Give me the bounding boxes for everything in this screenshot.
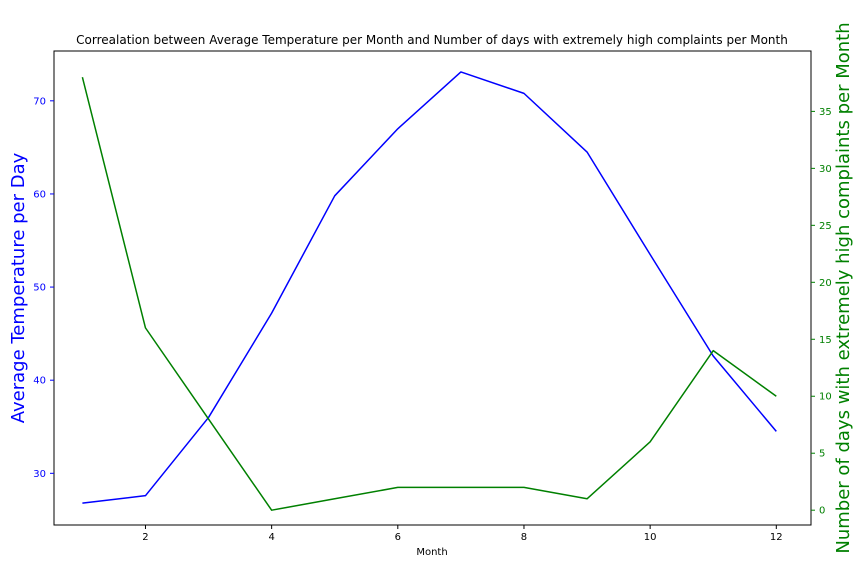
chart-title: Correalation between Average Temperature… bbox=[76, 33, 788, 47]
temperature-series-line bbox=[82, 71, 777, 504]
y-left-axis-label: Average Temperature per Day bbox=[8, 152, 29, 423]
y-right-axis-ticks: 0 5 10 15 20 25 30 35 bbox=[811, 107, 832, 517]
complaints-series-line bbox=[81, 77, 777, 511]
x-tick-label: 6 bbox=[395, 532, 401, 543]
y-left-tick-label: 40 bbox=[33, 376, 46, 387]
y-right-tick-label: 0 bbox=[819, 506, 825, 517]
y-right-tick-label: 15 bbox=[819, 335, 832, 346]
series-lines bbox=[81, 71, 777, 511]
y-left-tick-label: 70 bbox=[33, 96, 46, 107]
plot-frame bbox=[53, 50, 812, 526]
y-right-tick-label: 35 bbox=[819, 107, 832, 118]
y-left-tick-label: 50 bbox=[33, 283, 46, 294]
x-tick-label: 12 bbox=[770, 532, 783, 543]
y-left-tick-label: 60 bbox=[33, 189, 46, 200]
x-tick-label: 8 bbox=[521, 532, 527, 543]
x-axis-label: Month bbox=[416, 547, 447, 558]
x-tick-label: 2 bbox=[142, 532, 148, 543]
y-right-tick-label: 20 bbox=[819, 278, 832, 289]
y-right-tick-label: 30 bbox=[819, 164, 832, 175]
x-tick-label: 10 bbox=[644, 532, 657, 543]
y-right-tick-label: 10 bbox=[819, 392, 832, 403]
x-axis-ticks: 2 4 6 8 10 12 bbox=[142, 525, 783, 543]
y-right-tick-label: 25 bbox=[819, 221, 832, 232]
y-right-axis-label: Number of days with extremely high compl… bbox=[833, 22, 854, 553]
y-right-tick-label: 5 bbox=[819, 449, 825, 460]
y-left-axis-ticks: 30 40 50 60 70 bbox=[33, 96, 54, 480]
y-left-tick-label: 30 bbox=[33, 469, 46, 480]
x-tick-label: 4 bbox=[268, 532, 274, 543]
